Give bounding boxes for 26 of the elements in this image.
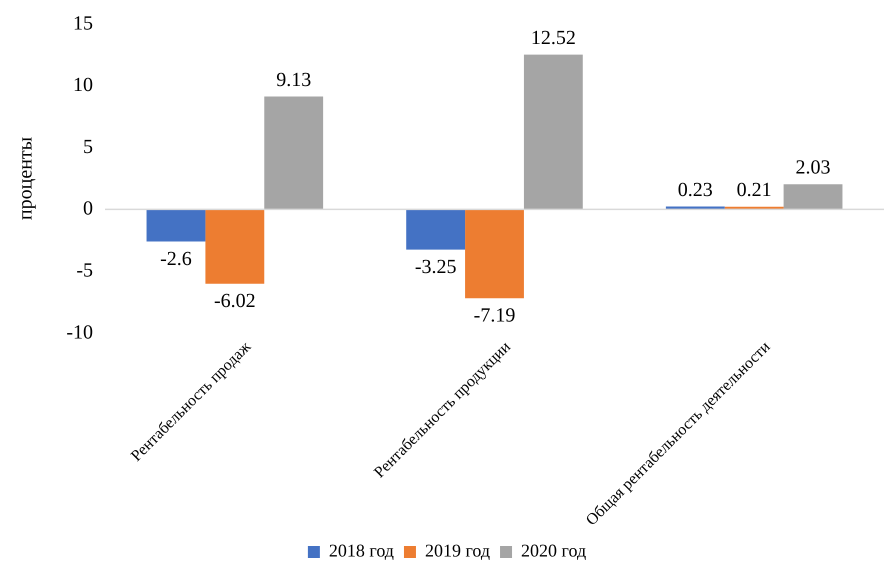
y-tick-label: 5 bbox=[83, 136, 93, 158]
bar bbox=[465, 209, 524, 298]
y-tick-label: -10 bbox=[66, 321, 93, 344]
data-label: 0.23 bbox=[678, 178, 713, 201]
data-label: 2.03 bbox=[796, 156, 831, 179]
data-label: -7.19 bbox=[474, 304, 516, 327]
data-label: 0.21 bbox=[736, 179, 772, 202]
data-label: -6.02 bbox=[214, 290, 256, 312]
data-label: -3.25 bbox=[414, 256, 456, 278]
data-label: 12.52 bbox=[530, 26, 576, 49]
legend-label: 2020 год bbox=[521, 540, 586, 561]
y-tick-label: 10 bbox=[73, 74, 93, 96]
y-tick-label: 15 bbox=[73, 12, 93, 34]
bar bbox=[406, 209, 466, 250]
data-label: 9.13 bbox=[276, 68, 312, 91]
bar bbox=[264, 96, 324, 210]
legend-label: 2018 год bbox=[328, 540, 394, 561]
legend-label: 2019 год bbox=[424, 540, 490, 561]
bar bbox=[205, 209, 264, 284]
data-label: -2.6 bbox=[160, 248, 192, 270]
bar bbox=[524, 54, 583, 210]
y-tick-label: 0 bbox=[83, 198, 93, 220]
y-axis-title: проценты bbox=[14, 136, 36, 220]
bar bbox=[146, 209, 206, 242]
bar bbox=[784, 184, 842, 210]
y-tick-label: -5 bbox=[76, 259, 93, 282]
